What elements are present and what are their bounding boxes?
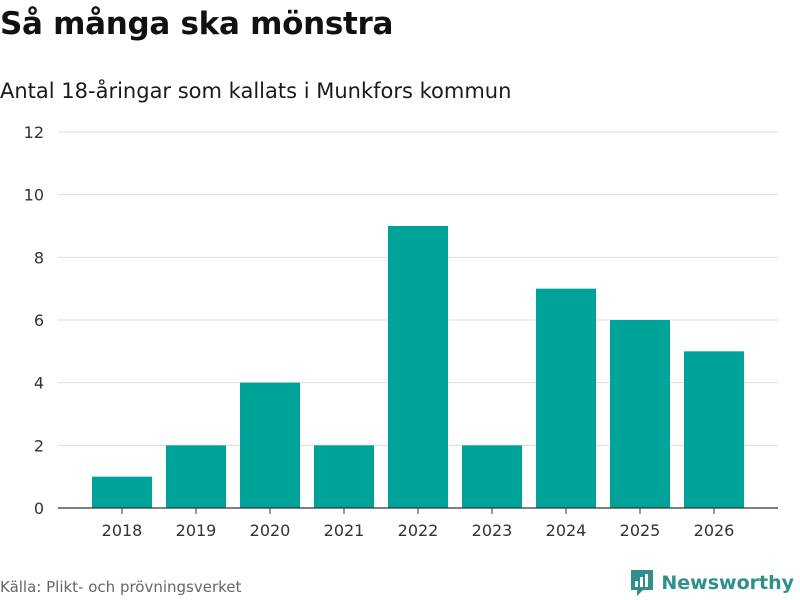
y-tick-label: 2: [34, 436, 44, 455]
x-tick-label: 2021: [324, 521, 365, 540]
bar-2022: [388, 226, 448, 508]
newsworthy-logo-icon: [631, 570, 654, 596]
y-tick-label: 10: [24, 186, 44, 205]
bar-2026: [684, 351, 744, 508]
bar-2025: [610, 320, 670, 508]
x-axis-ticks: 2018 2019 2020 2021 2022 2023 2024 2025 2026: [102, 508, 735, 540]
x-tick-label: 2025: [620, 521, 661, 540]
y-tick-label: 12: [24, 123, 44, 142]
chart-title: Så många ska mönstra: [0, 6, 394, 42]
bar-2020: [240, 382, 300, 508]
bars: [92, 226, 744, 508]
bar-2018: [92, 476, 152, 508]
x-tick-label: 2019: [176, 521, 217, 540]
source-note: Källa: Plikt- och prövningsverket: [0, 578, 242, 596]
x-tick-label: 2022: [398, 521, 439, 540]
y-tick-label: 6: [34, 311, 44, 330]
x-tick-label: 2020: [250, 521, 291, 540]
y-tick-label: 0: [34, 499, 44, 518]
x-tick-label: 2023: [472, 521, 513, 540]
y-tick-label: 4: [34, 374, 44, 393]
brand-logo: Newsworthy: [629, 568, 794, 598]
bar-2019: [166, 445, 226, 508]
chart-subtitle: Antal 18-åringar som kallats i Munkfors …: [0, 79, 512, 103]
bar-2021: [314, 445, 374, 508]
x-tick-label: 2018: [102, 521, 143, 540]
y-axis-ticks: 0 2 4 6 8 10 12: [24, 123, 44, 518]
x-tick-label: 2024: [546, 521, 587, 540]
bar-2024: [536, 288, 596, 508]
bar-2023: [462, 445, 522, 508]
y-tick-label: 8: [34, 248, 44, 267]
x-tick-label: 2026: [694, 521, 735, 540]
brand-name: Newsworthy: [661, 572, 794, 594]
